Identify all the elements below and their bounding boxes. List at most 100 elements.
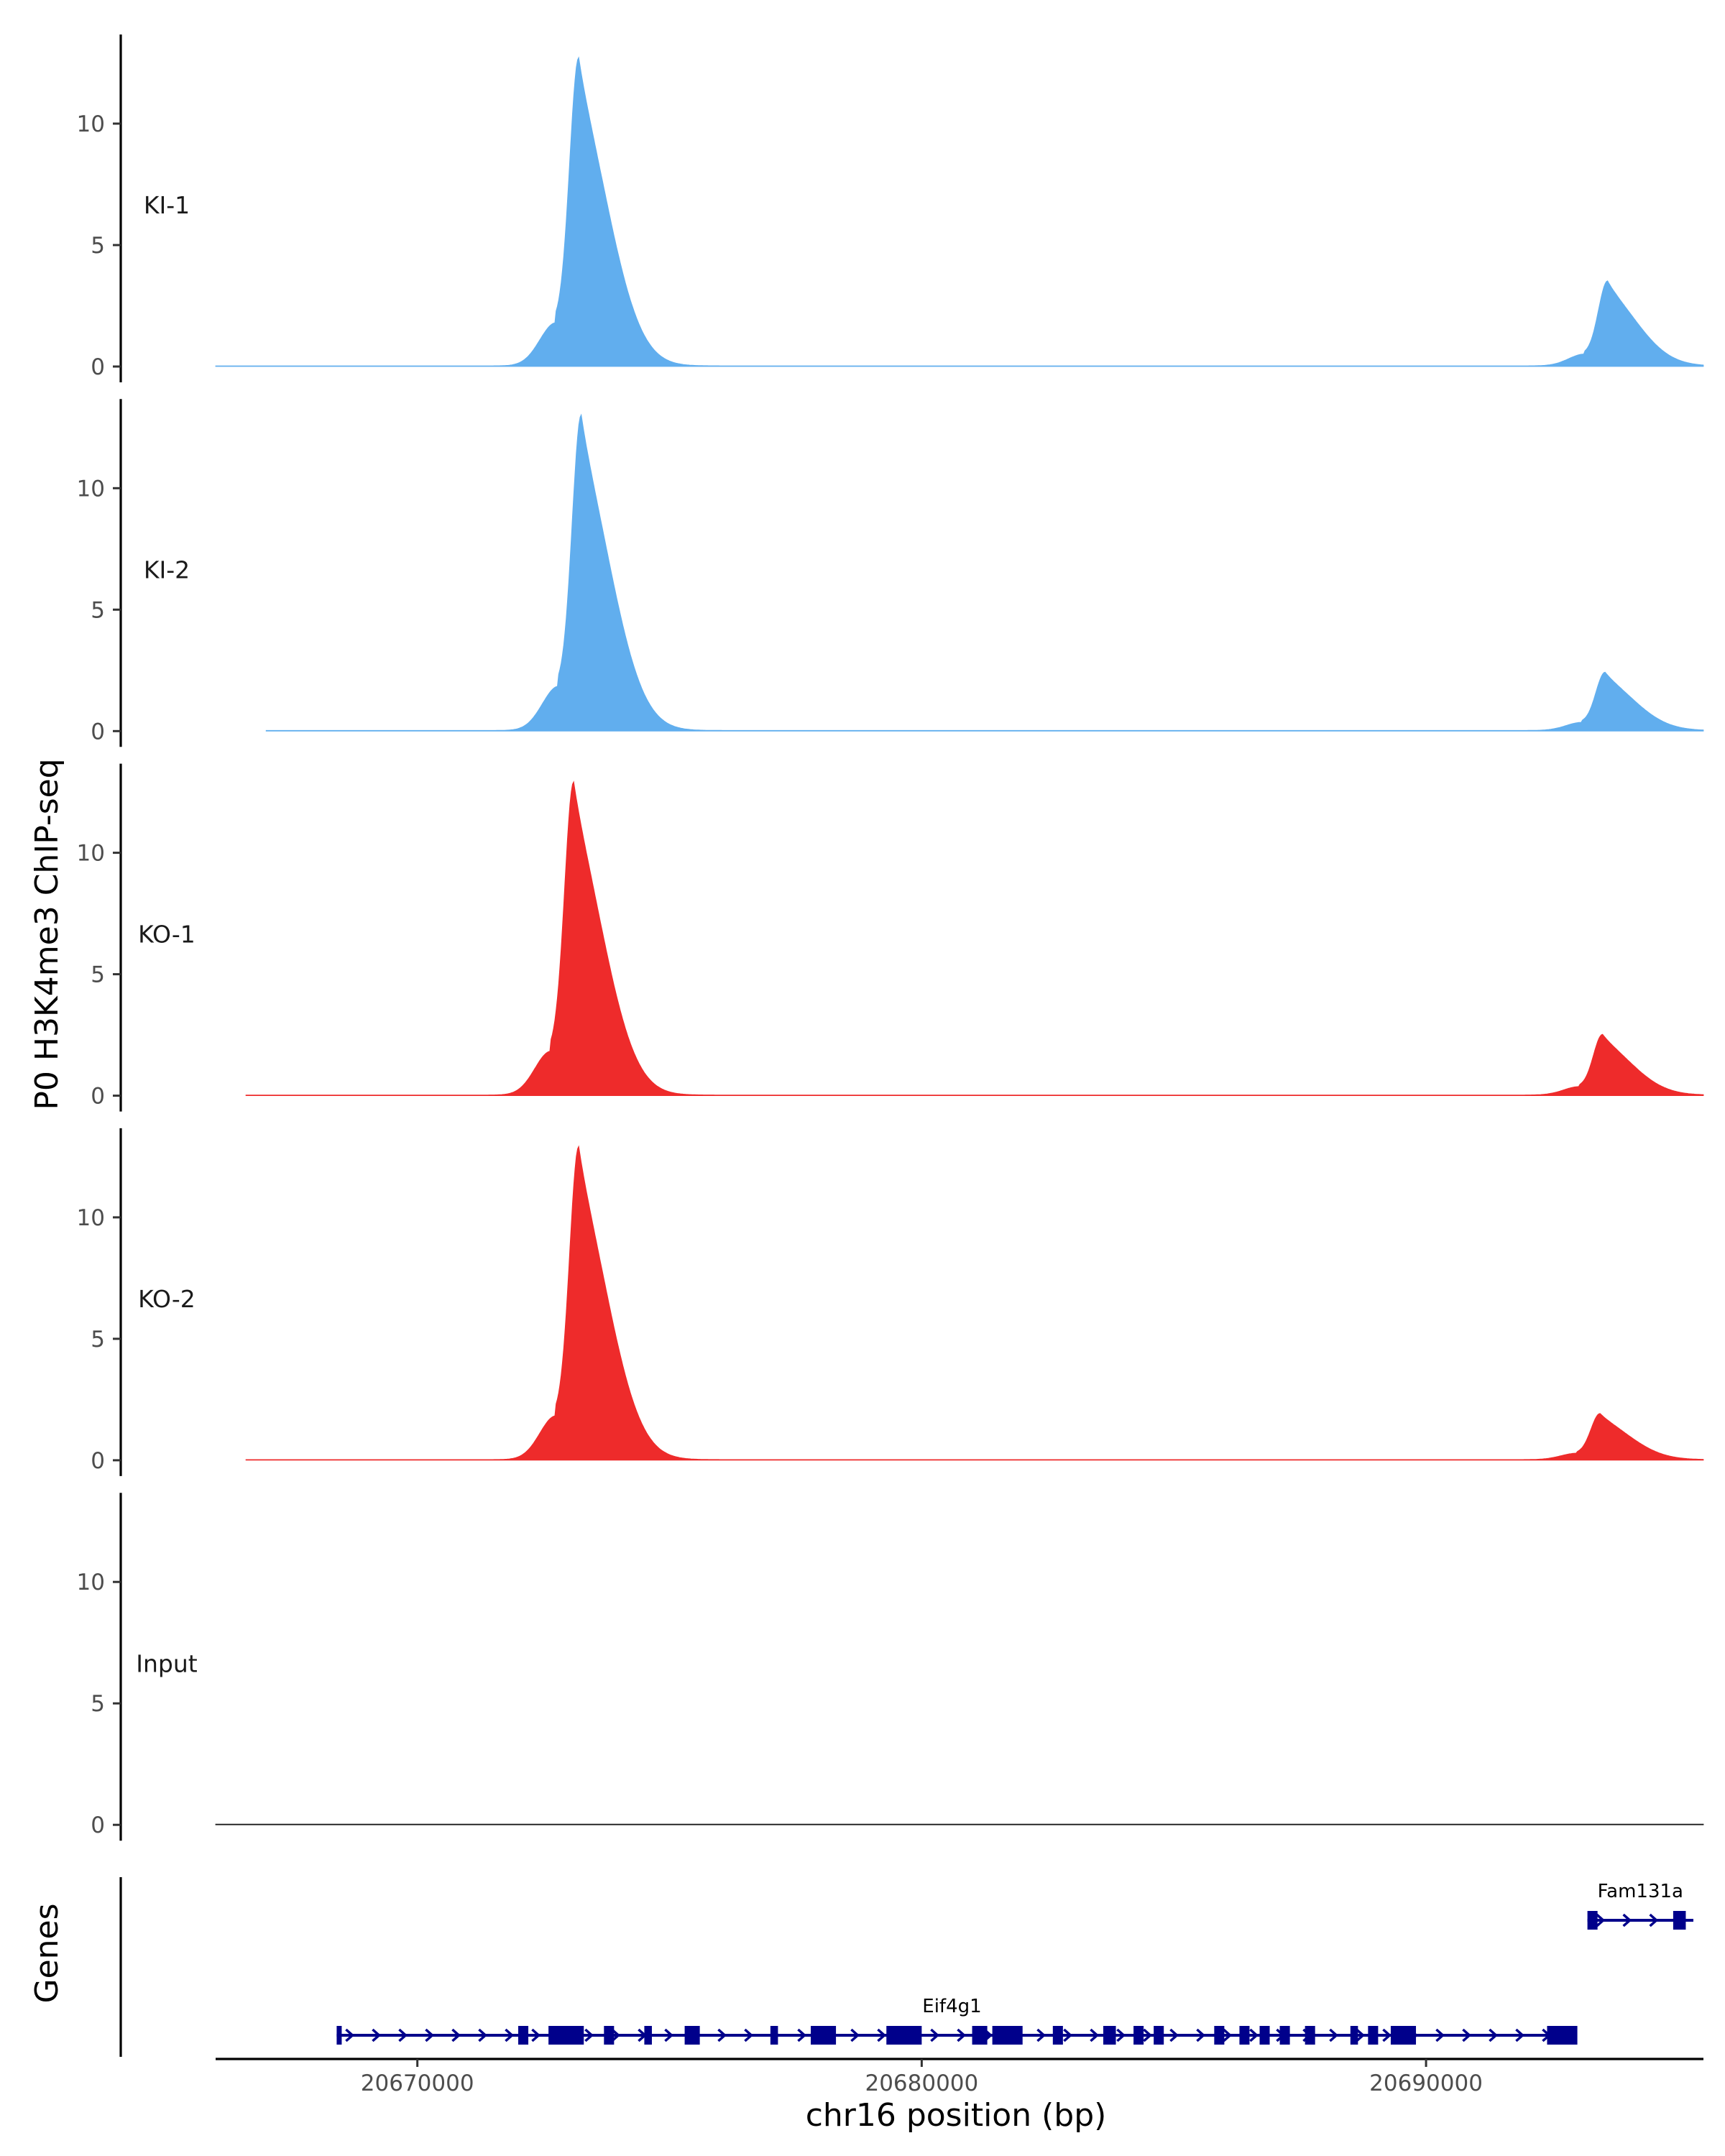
gene-exon bbox=[644, 2026, 652, 2045]
strand-arrow bbox=[425, 2028, 435, 2042]
strand-arrow bbox=[584, 2028, 594, 2042]
strand-arrow bbox=[1649, 1913, 1659, 1927]
x-tick-label: 20690000 bbox=[1369, 2070, 1483, 2096]
track-ko-2: 0 5 10 KO-2 bbox=[77, 1128, 1704, 1476]
strand-arrow bbox=[1143, 2028, 1153, 2042]
y-tick-label: 10 bbox=[77, 476, 105, 502]
gene-label: Eif4g1 bbox=[922, 1996, 981, 2017]
strand-arrow bbox=[1622, 1913, 1632, 1927]
strand-arrow bbox=[611, 2028, 621, 2042]
strand-arrow bbox=[1329, 2028, 1339, 2042]
strand-arrow bbox=[1515, 2028, 1525, 2042]
strand-arrow bbox=[1223, 2028, 1233, 2042]
track-ki-1: 0 5 10 KI-1 bbox=[77, 34, 1704, 382]
gene-exon bbox=[1154, 2026, 1164, 2045]
gene-eif4g1: Eif4g1 bbox=[336, 1996, 1578, 2045]
gene-exon bbox=[1547, 2026, 1578, 2045]
strand-arrow bbox=[451, 2028, 461, 2042]
y-tick-label: 5 bbox=[91, 962, 105, 988]
strand-arrow bbox=[930, 2028, 940, 2042]
gene-exon bbox=[886, 2026, 922, 2045]
gene-exon bbox=[1305, 2026, 1315, 2045]
strand-arrow bbox=[1063, 2028, 1073, 2042]
x-tick-label: 20680000 bbox=[865, 2070, 978, 2096]
strand-arrow bbox=[531, 2028, 541, 2042]
strand-arrow bbox=[1196, 2028, 1206, 2042]
strand-arrow bbox=[1382, 2028, 1392, 2042]
gene-exon bbox=[1239, 2026, 1250, 2045]
gene-label: Fam131a bbox=[1598, 1881, 1683, 1902]
coverage-area bbox=[215, 1823, 1704, 1825]
y-tick-label: 10 bbox=[77, 1205, 105, 1231]
y-tick-label: 0 bbox=[91, 1084, 105, 1110]
strand-arrow bbox=[345, 2028, 355, 2042]
strand-arrow bbox=[398, 2028, 408, 2042]
y-tick-label: 0 bbox=[91, 719, 105, 745]
track-label: Input bbox=[136, 1649, 198, 1677]
gene-exon bbox=[1279, 2026, 1290, 2045]
y-tick-label: 5 bbox=[91, 597, 105, 623]
track-ki-2: 0 5 10 KI-2 bbox=[77, 399, 1704, 747]
strand-arrow bbox=[664, 2028, 674, 2042]
gene-exon bbox=[1133, 2026, 1144, 2045]
coverage-area bbox=[245, 780, 1704, 1096]
y-tick-label: 10 bbox=[77, 111, 105, 137]
y-tick-label: 10 bbox=[77, 1570, 105, 1595]
track-label: KO-2 bbox=[138, 1285, 196, 1313]
track-label: KI-2 bbox=[144, 556, 190, 584]
y-tick-label: 10 bbox=[77, 841, 105, 867]
gene-exon bbox=[604, 2026, 615, 2045]
strand-arrow bbox=[1435, 2028, 1445, 2042]
genes-axis-title: Genes bbox=[29, 1903, 65, 2003]
coverage-area bbox=[265, 413, 1704, 732]
track-input: 0 5 10 Input bbox=[77, 1493, 1704, 1841]
track-ko-1: 0 5 10 KO-1 bbox=[77, 763, 1704, 1112]
strand-arrow bbox=[478, 2028, 488, 2042]
gene-exon bbox=[548, 2026, 584, 2045]
strand-arrow bbox=[1489, 2028, 1499, 2042]
y-tick-label: 5 bbox=[91, 233, 105, 259]
gene-exon bbox=[336, 2026, 342, 2045]
strand-arrow bbox=[1169, 2028, 1179, 2042]
gene-exon bbox=[1587, 1911, 1598, 1930]
gene-exon bbox=[1103, 2026, 1116, 2045]
strand-arrow bbox=[372, 2028, 382, 2042]
gene-exon bbox=[1214, 2026, 1225, 2045]
strand-arrow bbox=[850, 2028, 860, 2042]
gene-exon bbox=[770, 2026, 778, 2045]
coverage-area bbox=[215, 56, 1704, 367]
y-tick-label: 0 bbox=[91, 354, 105, 380]
track-label: KO-1 bbox=[138, 921, 196, 949]
gene-exon bbox=[811, 2026, 837, 2045]
strand-arrow bbox=[877, 2028, 887, 2042]
track-label: KI-1 bbox=[144, 191, 190, 219]
gene-annotation-track: Eif4g1 Fam131a bbox=[119, 1877, 1693, 2057]
y-tick-label: 0 bbox=[91, 1448, 105, 1474]
strand-arrow bbox=[957, 2028, 967, 2042]
coverage-area bbox=[245, 1145, 1704, 1461]
strand-arrow bbox=[717, 2028, 727, 2042]
gene-exon bbox=[1350, 2026, 1358, 2045]
strand-arrow bbox=[1356, 2028, 1366, 2042]
gene-exon bbox=[1052, 2026, 1063, 2045]
strand-arrow bbox=[1116, 2028, 1126, 2042]
x-tick-label: 20670000 bbox=[361, 2070, 474, 2096]
strand-arrow bbox=[505, 2028, 515, 2042]
gene-exon bbox=[684, 2026, 700, 2045]
gene-exon bbox=[972, 2026, 988, 2045]
coverage-tracks: 0 5 10 KI-1 0 5 10 KI-2 0 5 10 KO-1 0 5 10 KO-2 0 5 10 Inpu… bbox=[77, 34, 1704, 1841]
y-tick-label: 0 bbox=[91, 1812, 105, 1838]
y-tick-label: 5 bbox=[91, 1691, 105, 1717]
x-axis: 20670000 20680000 20690000 bbox=[216, 2058, 1703, 2096]
gene-exon bbox=[518, 2026, 529, 2045]
strand-arrow bbox=[1090, 2028, 1100, 2042]
gene-exon bbox=[1259, 2026, 1270, 2045]
strand-arrow bbox=[1036, 2028, 1046, 2042]
gene-fam131a: Fam131a bbox=[1587, 1881, 1693, 1930]
gene-exon bbox=[1390, 2026, 1417, 2045]
strand-arrow bbox=[1462, 2028, 1472, 2042]
gene-exon bbox=[1673, 1911, 1686, 1930]
y-axis-title: P0 H3K4me3 ChIP-seq bbox=[29, 758, 65, 1110]
gene-exon bbox=[992, 2026, 1023, 2045]
gene-exon bbox=[1368, 2026, 1379, 2045]
